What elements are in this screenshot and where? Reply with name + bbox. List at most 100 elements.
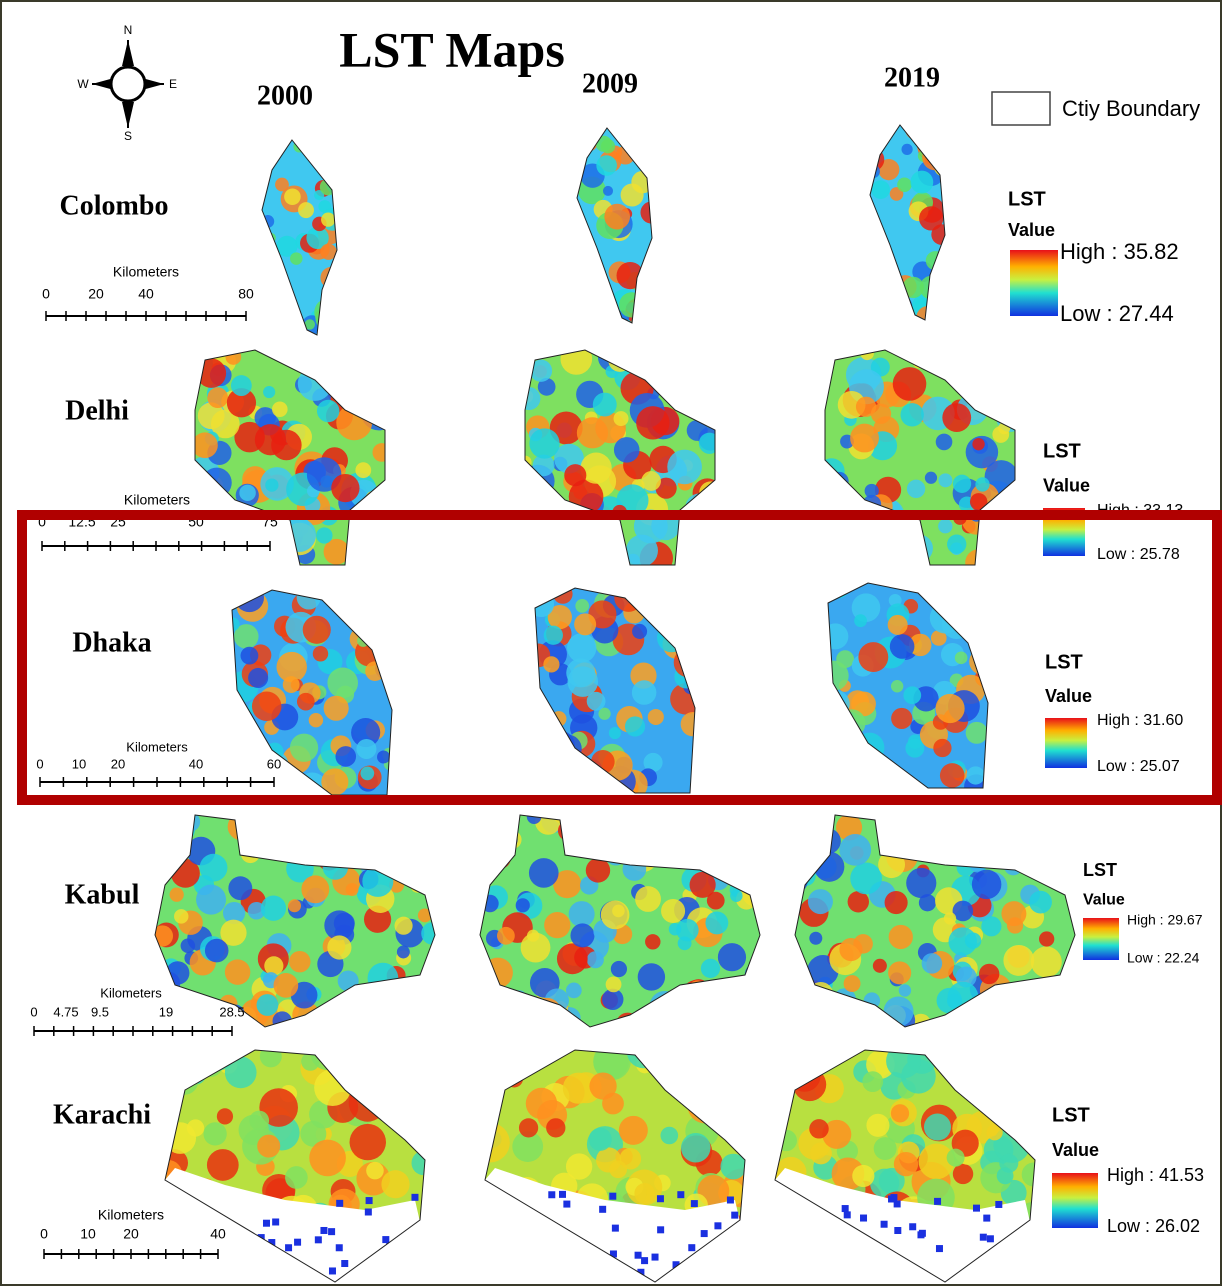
heat-patch [872,958,887,973]
scale-tick-label: 40 [210,1226,226,1242]
heat-patch [595,135,612,152]
scale-tick-label: 10 [72,756,86,771]
water-pixel [268,1239,276,1247]
heat-patch [363,905,392,933]
heat-patch [575,599,590,613]
city-boundary [774,1049,1036,1283]
heat-patch [839,834,872,866]
water-pixel [986,1235,994,1243]
heat-patch [233,624,259,649]
boundary-swatch [991,91,1051,126]
heat-patch [240,646,259,665]
heat-patch [289,733,319,762]
city-boundary [194,349,386,566]
heat-patch [222,901,246,925]
heat-patch [372,443,385,462]
heat-patch [600,900,630,930]
heat-patch [543,625,563,645]
heat-patch [417,908,432,923]
heat-patch [249,1110,270,1131]
heat-patch [220,919,247,946]
heat-patch [525,387,541,411]
heat-patch [971,869,1002,900]
heat-patch [858,642,889,672]
water-pixel [272,1218,280,1226]
heat-patch [251,691,282,722]
heat-patch [891,707,913,730]
heat-patch [822,1119,852,1149]
legend-subtitle: Value [1008,220,1055,240]
scale-tick-label: 80 [238,286,254,302]
heat-patch [923,1113,952,1141]
heat-patch [570,923,595,948]
scale-tick-label: 28.5 [219,1004,244,1019]
heat-patch [263,385,276,399]
heat-patch [206,1149,239,1181]
scale-tick-label: 20 [88,286,104,302]
scale-tick-label: 19 [159,1004,173,1019]
heat-patch [890,1104,910,1123]
heat-patch [316,527,333,544]
water-pixel [609,1250,617,1258]
compass-label: N [124,23,133,37]
heat-patch [643,752,663,772]
heat-patch [169,887,184,902]
heat-patch [906,867,937,899]
heat-patch [556,943,588,975]
city-boundary [827,582,989,789]
heat-patch [247,901,266,920]
heat-patch [889,187,904,201]
heat-patch [207,387,229,408]
heat-patch [942,403,972,432]
scale-tick-label: 0 [40,1226,48,1242]
heat-patch [900,403,924,427]
heat-patch [924,471,938,484]
heat-patch [351,717,381,748]
heat-patch [199,853,228,882]
heat-patch [180,938,196,953]
heat-patch [996,1167,1014,1185]
heat-patch [564,464,587,487]
heat-patch [547,604,572,630]
heat-patch [720,1153,745,1180]
no-data-area [775,1168,1030,1282]
scale-tick-label: 20 [123,1226,139,1242]
heat-patch [898,984,912,997]
heat-patch [938,519,953,534]
heat-patch [981,916,1002,937]
no-data-area [165,1168,420,1282]
heat-patch [641,471,661,491]
heat-patch [544,912,571,939]
legend-low: Low : 27.44 [1060,301,1174,326]
legend-subtitle: Value [1043,475,1090,495]
scale-tick-label: 4.75 [53,1004,78,1019]
heat-patch [411,1150,425,1176]
heat-patch [689,871,716,898]
heat-patch [302,615,331,644]
heat-patch [610,960,628,978]
city-boundary [524,349,716,566]
compass-label: E [169,77,177,91]
heat-patch [567,633,597,663]
highlight-box [17,510,1222,805]
water-pixel [314,1236,322,1244]
heat-patch [298,202,314,219]
water-pixel [294,1238,302,1246]
heat-patch [312,646,329,662]
heat-patch [497,926,515,945]
heat-patch [287,899,302,913]
heat-patch [843,975,861,993]
heat-patch [562,1072,595,1104]
heat-patch [706,891,725,910]
heat-patch [705,911,729,935]
heat-patch [421,922,435,945]
city-boundary [154,814,436,1028]
heat-patch [884,891,908,915]
city-boundary [869,124,946,321]
water-pixel [890,1194,898,1202]
water-pixel [672,1261,680,1269]
water-pixel [641,1257,649,1265]
city-name: Karachi [53,1099,151,1130]
heat-patch [520,932,551,963]
